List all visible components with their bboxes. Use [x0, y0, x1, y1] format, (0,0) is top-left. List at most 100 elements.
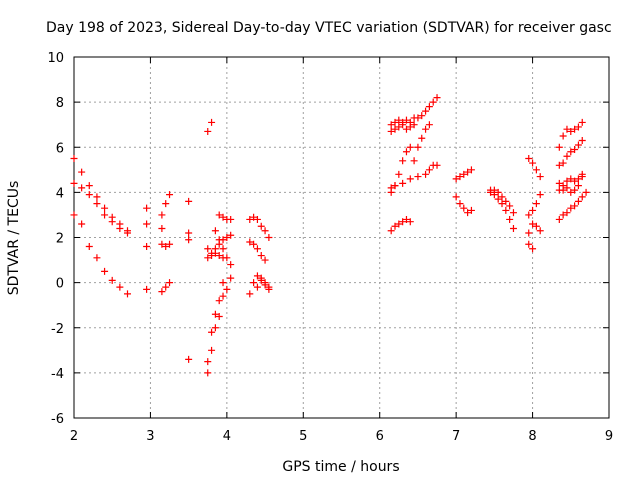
data-point — [525, 240, 533, 248]
y-axis: -6 -4 -2 0 2 4 6 8 10 — [47, 51, 609, 427]
track-ag — [555, 118, 586, 151]
data-point — [498, 200, 506, 208]
x-axis-title: GPS time / hours — [282, 459, 399, 475]
data-point — [410, 121, 418, 129]
data-point — [464, 209, 472, 217]
track-f — [158, 224, 174, 251]
track-y — [387, 215, 414, 235]
data-point — [158, 211, 166, 219]
data-point — [406, 218, 414, 226]
y-axis-title: SDTVAR / TECUs — [6, 181, 22, 296]
data-point — [215, 297, 223, 305]
data-point — [208, 252, 216, 260]
track-x — [410, 121, 433, 165]
track-o — [215, 211, 235, 223]
data-point — [108, 276, 116, 284]
data-point — [563, 209, 571, 217]
x-axis: 2 3 4 5 6 7 8 9 — [70, 57, 613, 444]
data-point — [143, 220, 151, 228]
data-point — [208, 118, 216, 126]
data-point — [116, 283, 124, 291]
data-point — [460, 170, 468, 178]
data-point — [215, 312, 223, 320]
data-point — [215, 252, 223, 260]
x-tick-label: 8 — [528, 429, 536, 444]
data-point — [433, 94, 441, 102]
data-point — [399, 179, 407, 187]
data-point — [422, 125, 430, 133]
data-point — [529, 245, 537, 253]
data-point — [158, 240, 166, 248]
data-point — [223, 254, 231, 262]
track-k — [204, 279, 227, 366]
data-point — [162, 243, 170, 251]
data-point — [582, 188, 590, 196]
data-point — [536, 227, 544, 235]
data-point — [204, 245, 212, 253]
data-point — [185, 355, 193, 363]
y-tick-label: 6 — [56, 141, 64, 156]
data-point — [425, 166, 433, 174]
data-point — [571, 146, 579, 154]
data-point — [406, 118, 414, 126]
track-u — [387, 116, 418, 133]
data-point — [257, 252, 265, 260]
y-tick-label: 0 — [56, 277, 64, 292]
y-tick-label: 8 — [56, 96, 64, 111]
y-tick-label: -2 — [51, 322, 64, 337]
track-ad — [525, 155, 544, 181]
data-point — [265, 234, 273, 241]
data-point — [108, 218, 116, 226]
data-point — [162, 200, 170, 208]
track-j — [204, 274, 235, 377]
data-point — [101, 211, 109, 219]
data-point — [567, 188, 575, 196]
track-t — [387, 94, 441, 135]
data-point — [78, 168, 86, 176]
data-point — [395, 170, 403, 178]
data-point — [70, 155, 78, 163]
data-point — [261, 281, 269, 289]
data-point — [532, 166, 540, 174]
data-point — [418, 112, 426, 120]
data-point — [402, 215, 410, 223]
data-point — [574, 141, 582, 149]
data-point — [563, 184, 571, 192]
data-point — [70, 211, 78, 219]
data-point — [399, 157, 407, 165]
data-point — [211, 249, 219, 257]
data-point — [78, 184, 86, 192]
data-point — [567, 127, 575, 135]
data-point — [204, 127, 212, 135]
data-point — [567, 175, 575, 183]
data-point — [559, 159, 567, 167]
y-tick-label: -6 — [51, 412, 64, 427]
data-point — [185, 197, 193, 205]
data-point — [532, 222, 540, 230]
data-point — [456, 200, 464, 208]
data-point — [425, 121, 433, 129]
data-point — [250, 240, 258, 248]
track-i — [204, 118, 216, 135]
data-point — [464, 168, 472, 176]
data-point — [563, 125, 571, 133]
data-point — [509, 224, 517, 232]
data-point — [571, 177, 579, 185]
data-point — [525, 155, 533, 163]
data-point — [395, 116, 403, 124]
y-tick-label: -4 — [51, 367, 64, 382]
data-point — [158, 288, 166, 296]
y-tick-label: 10 — [47, 51, 64, 66]
data-point — [215, 236, 223, 244]
chart-title: Day 198 of 2023, Sidereal Day-to-day VTE… — [46, 20, 612, 36]
data-point — [525, 211, 533, 219]
data-point — [261, 256, 269, 264]
data-point — [460, 204, 468, 212]
data-point — [467, 206, 475, 214]
data-point — [391, 118, 399, 126]
data-point — [529, 159, 537, 167]
data-point — [399, 218, 407, 226]
data-point — [246, 238, 254, 246]
data-point — [391, 125, 399, 133]
